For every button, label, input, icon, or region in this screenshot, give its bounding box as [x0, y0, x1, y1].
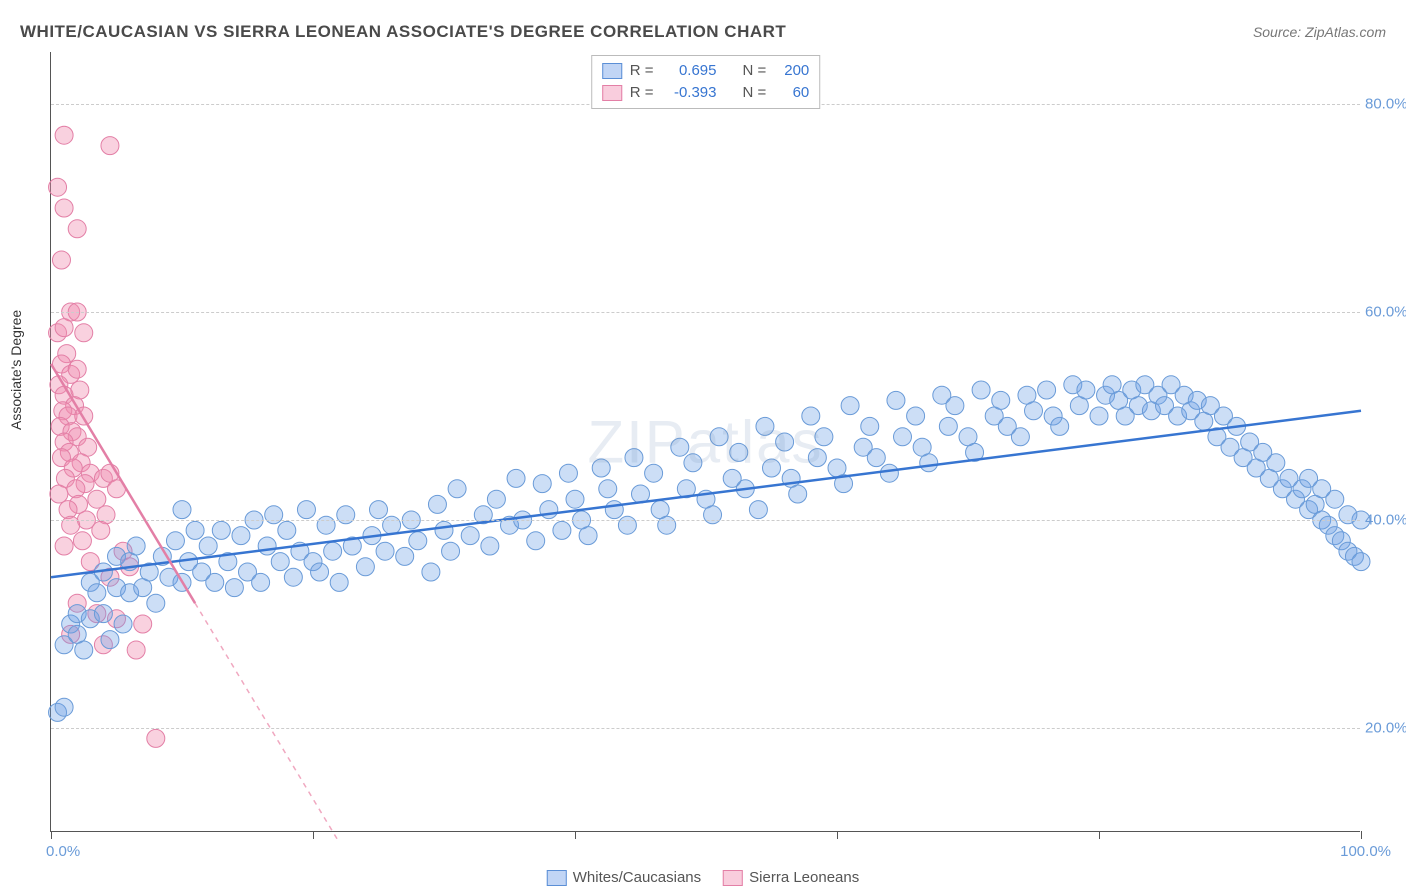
legend-label-blue: Whites/Caucasians [573, 869, 701, 886]
n-value-pink: 60 [774, 82, 809, 104]
n-label: N = [743, 82, 767, 104]
legend-item-pink: Sierra Leoneans [723, 869, 859, 886]
r-label: R = [630, 82, 654, 104]
n-label: N = [743, 60, 767, 82]
source-label: Source: ZipAtlas.com [1253, 24, 1386, 40]
r-value-blue: 0.695 [662, 60, 717, 82]
stats-row-blue: R = 0.695 N = 200 [602, 60, 810, 82]
series-legend: Whites/Caucasians Sierra Leoneans [547, 869, 859, 886]
scatter-svg [51, 52, 1360, 831]
r-label: R = [630, 60, 654, 82]
swatch-pink-icon [723, 870, 743, 886]
swatch-blue-icon [547, 870, 567, 886]
stats-row-pink: R = -0.393 N = 60 [602, 82, 810, 104]
legend-item-blue: Whites/Caucasians [547, 869, 701, 886]
chart-plot-area: ZIPatlas R = 0.695 N = 200 R = -0.393 N … [50, 52, 1360, 832]
r-value-pink: -0.393 [662, 82, 717, 104]
n-value-blue: 200 [774, 60, 809, 82]
x-axis-min-label: 0.0% [46, 843, 80, 860]
swatch-blue-icon [602, 63, 622, 79]
swatch-pink-icon [602, 85, 622, 101]
x-axis-max-label: 100.0% [1340, 843, 1391, 860]
y-axis-label: Associate's Degree [8, 310, 24, 430]
legend-label-pink: Sierra Leoneans [749, 869, 859, 886]
chart-title: WHITE/CAUCASIAN VS SIERRA LEONEAN ASSOCI… [20, 22, 786, 42]
stats-legend: R = 0.695 N = 200 R = -0.393 N = 60 [591, 55, 821, 109]
